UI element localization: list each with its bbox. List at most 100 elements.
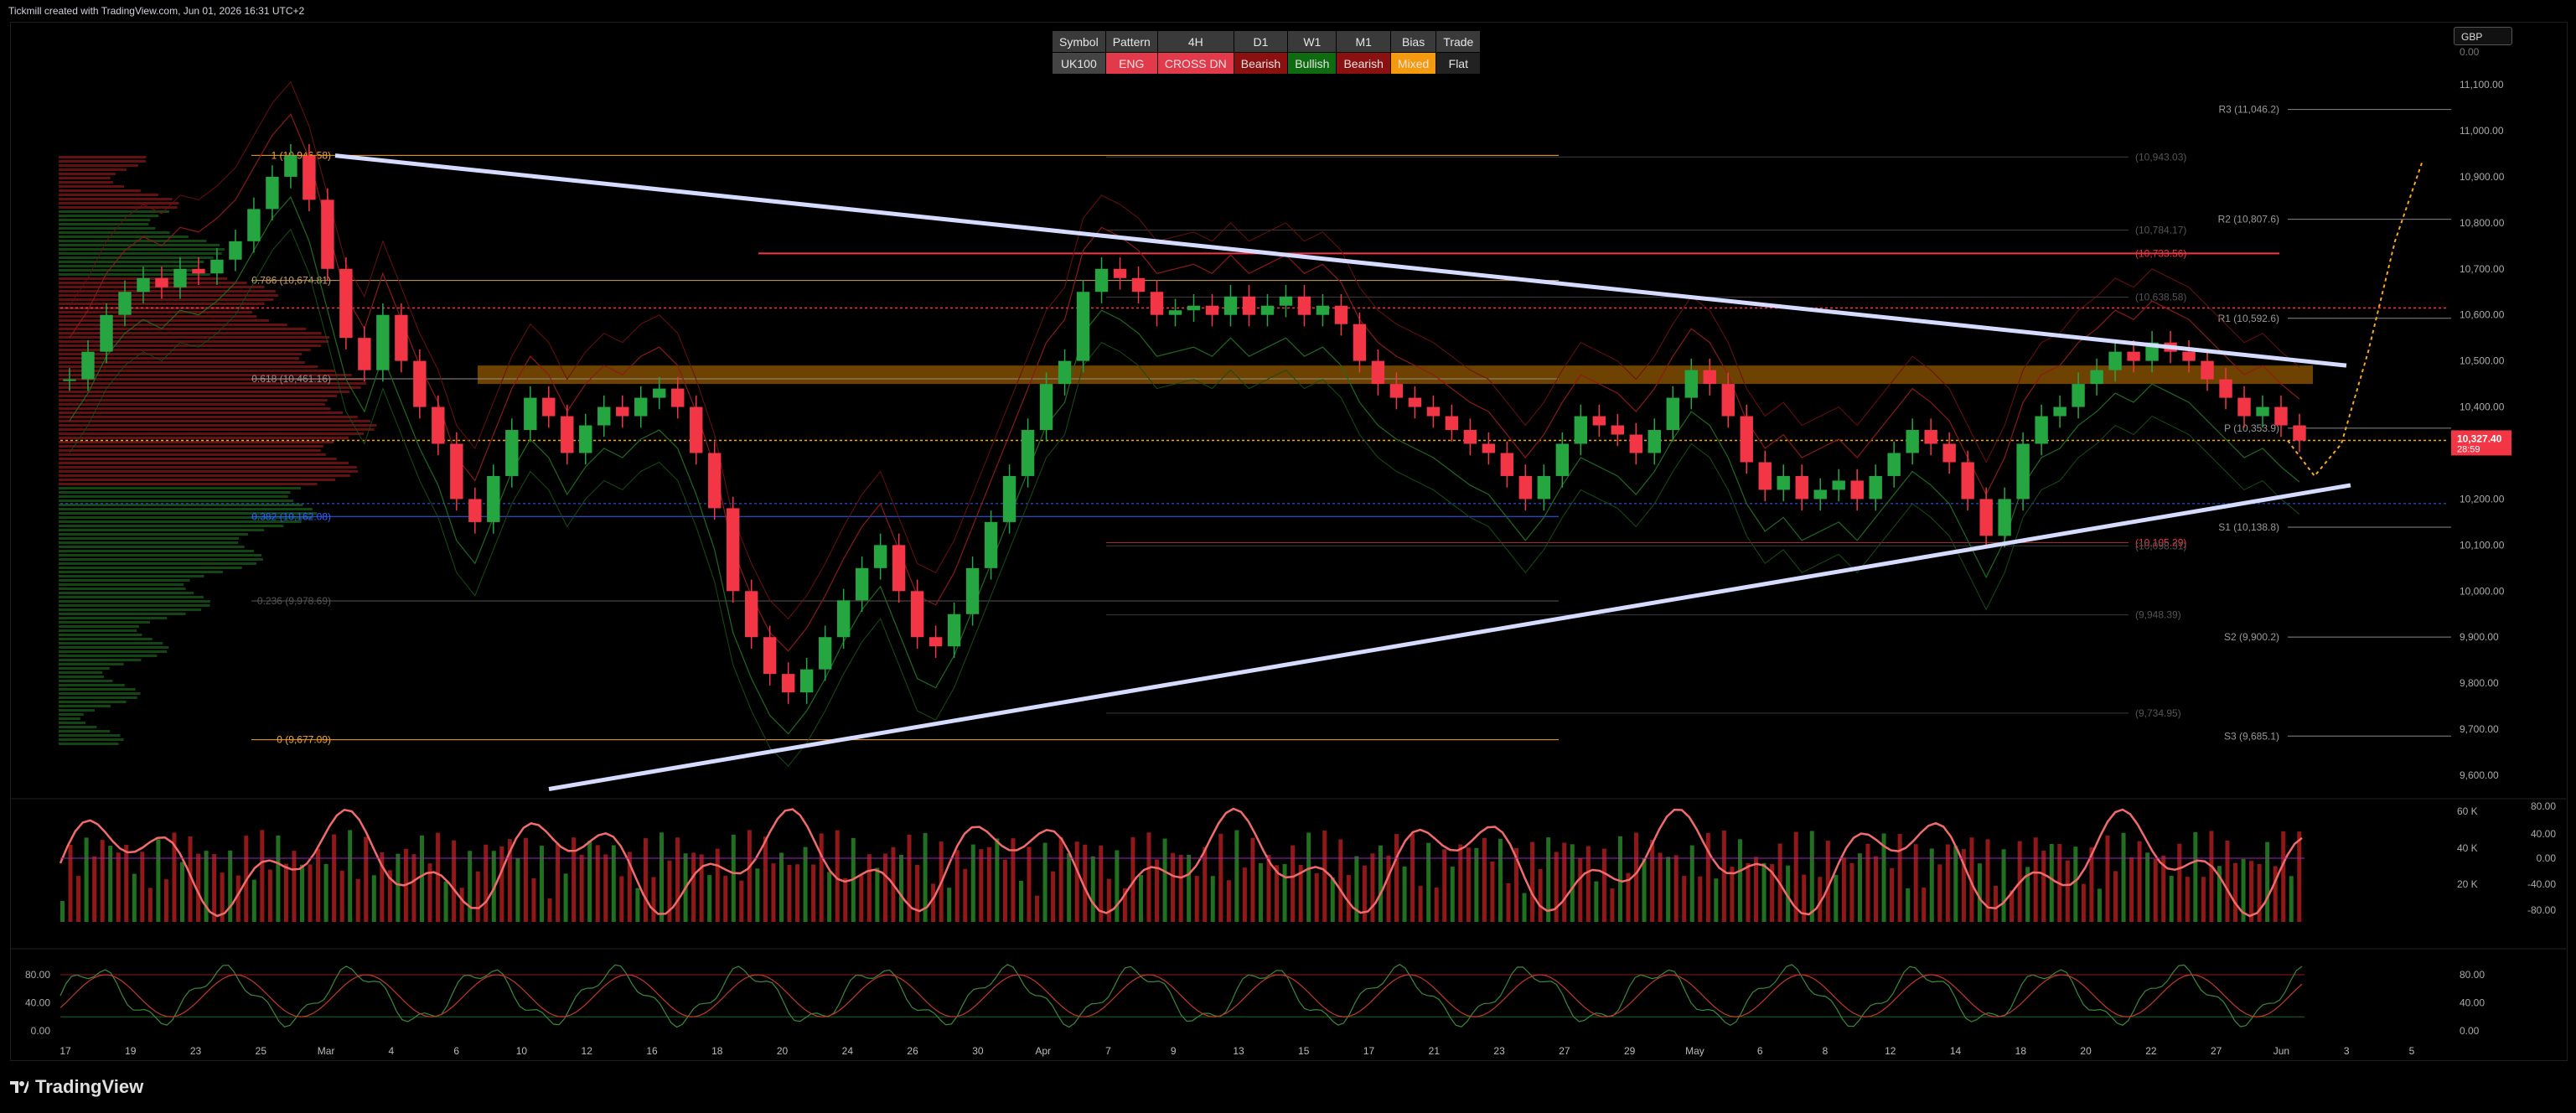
volume-bar [2273, 866, 2278, 922]
volume-profile-bar [59, 227, 156, 230]
currency-button[interactable]: GBP [2454, 27, 2512, 45]
volume-bar [827, 872, 832, 922]
volume-profile-bar [59, 734, 121, 737]
volume-bar [795, 864, 800, 922]
volume-bar [1338, 839, 1343, 922]
volume-profile-bar [59, 311, 253, 313]
candle-body [2274, 406, 2288, 426]
volume-bar [1242, 867, 1247, 922]
date-tick: 5 [2409, 1045, 2415, 1057]
volume-bar [1386, 855, 1391, 922]
candle-body [1076, 292, 1090, 361]
volume-bar [1682, 876, 1687, 922]
candle-body [1924, 430, 1937, 444]
volume-bar [1418, 886, 1423, 922]
candle-body [744, 591, 758, 638]
volume-profile-bar [59, 382, 366, 385]
volume-bar [1275, 865, 1280, 922]
volume-bar [1698, 876, 1703, 922]
candle-body [1758, 462, 1772, 490]
price-tick: 10,400.00 [2460, 401, 2505, 413]
volume-bar [1042, 842, 1047, 922]
volume-profile-bar [59, 650, 168, 653]
volume-bar [1809, 831, 1814, 922]
date-tick: 13 [1233, 1045, 1244, 1057]
volume-profile-bar [59, 470, 359, 473]
volume-profile-bar [59, 495, 288, 498]
candle-body [1979, 499, 1993, 536]
volume-bar [2105, 835, 2110, 922]
volume-bar [1642, 858, 1647, 922]
volume-bar [1849, 862, 1854, 922]
volume-bar [1067, 853, 1072, 922]
volume-bar [1322, 831, 1327, 922]
volume-bar [92, 856, 97, 922]
volume-profile-bar [59, 638, 153, 640]
volume-bar [1922, 887, 1927, 922]
volume-bar [1226, 880, 1231, 922]
volume-bar [507, 839, 512, 922]
volume-bar [843, 877, 848, 922]
volume-profile-bar [59, 516, 313, 519]
candle-body [2035, 416, 2048, 444]
volume-bar [1666, 857, 1671, 922]
pivot-label: S1 (10,138.8) [2218, 521, 2279, 533]
volume-bar [979, 849, 984, 922]
volume-bar [419, 835, 424, 922]
volume-bar [1857, 853, 1862, 922]
volume-bar [1730, 867, 1735, 922]
date-axis: 17 19 23 25 Mar 4 6 10 12 16 18 20 24 26 30 Apr 7 9 13 15 17… [59, 1045, 2414, 1057]
bias-table-value-7: Flat [1435, 52, 1482, 75]
candle-body [2090, 370, 2103, 385]
volume-bar [2097, 888, 2102, 922]
volume-bar [1234, 830, 1239, 922]
candle-body [1426, 406, 1441, 417]
volume-bar [1410, 833, 1415, 922]
candle-body [1611, 425, 1625, 435]
level-label: (10,638.58) [2135, 292, 2186, 303]
volume-profile-bar [59, 294, 279, 297]
volume-bar [1634, 832, 1639, 922]
volume-bar [1051, 871, 1056, 922]
volume-bar [1346, 874, 1351, 922]
volume-profile-bar [59, 231, 170, 234]
candle-body [1942, 443, 1956, 463]
volume-bar [771, 863, 776, 922]
date-tick: 16 [646, 1045, 658, 1057]
fib-label: 0.236 (9,978.69) [257, 595, 331, 607]
chart-frame [10, 22, 2568, 1061]
volume-profile-bar [59, 554, 261, 556]
volume-profile-bar [59, 520, 302, 523]
osc-tick: -40.00 [2527, 878, 2556, 890]
volume-bar [1897, 834, 1902, 922]
volume-bar [931, 883, 936, 922]
bias-table-value-6: Mixed [1389, 52, 1437, 75]
volume-profile-bar [59, 395, 338, 397]
bias-table-header-3: D1 [1233, 30, 1289, 53]
volume-profile-bar [59, 743, 119, 745]
candle-body [413, 360, 427, 407]
volume-profile-bar [59, 198, 173, 200]
volume-bar [1746, 862, 1751, 922]
volume-profile-bar [59, 671, 103, 674]
date-tick: 17 [59, 1045, 71, 1057]
volume-bar [731, 834, 736, 922]
volume-bar [1617, 836, 1622, 922]
volume-bar [1482, 837, 1487, 922]
volume-bar [915, 864, 920, 922]
volume-profile-bar [59, 491, 291, 494]
candle-body [799, 669, 814, 693]
volume-profile-bar [59, 558, 263, 561]
price-axis-top: 0.00 [2460, 46, 2480, 58]
volume-bar [1985, 839, 1990, 922]
volume-bar [2289, 876, 2294, 922]
volume-bar [611, 845, 616, 922]
bias-table-value-0: UK100 [1052, 52, 1106, 75]
volume-bar [267, 869, 272, 922]
volume-bar [923, 832, 928, 922]
volume-profile-bar [59, 479, 336, 481]
volume-bar [436, 832, 441, 922]
volume-bar [627, 852, 632, 922]
volume-bar [2193, 831, 2198, 922]
